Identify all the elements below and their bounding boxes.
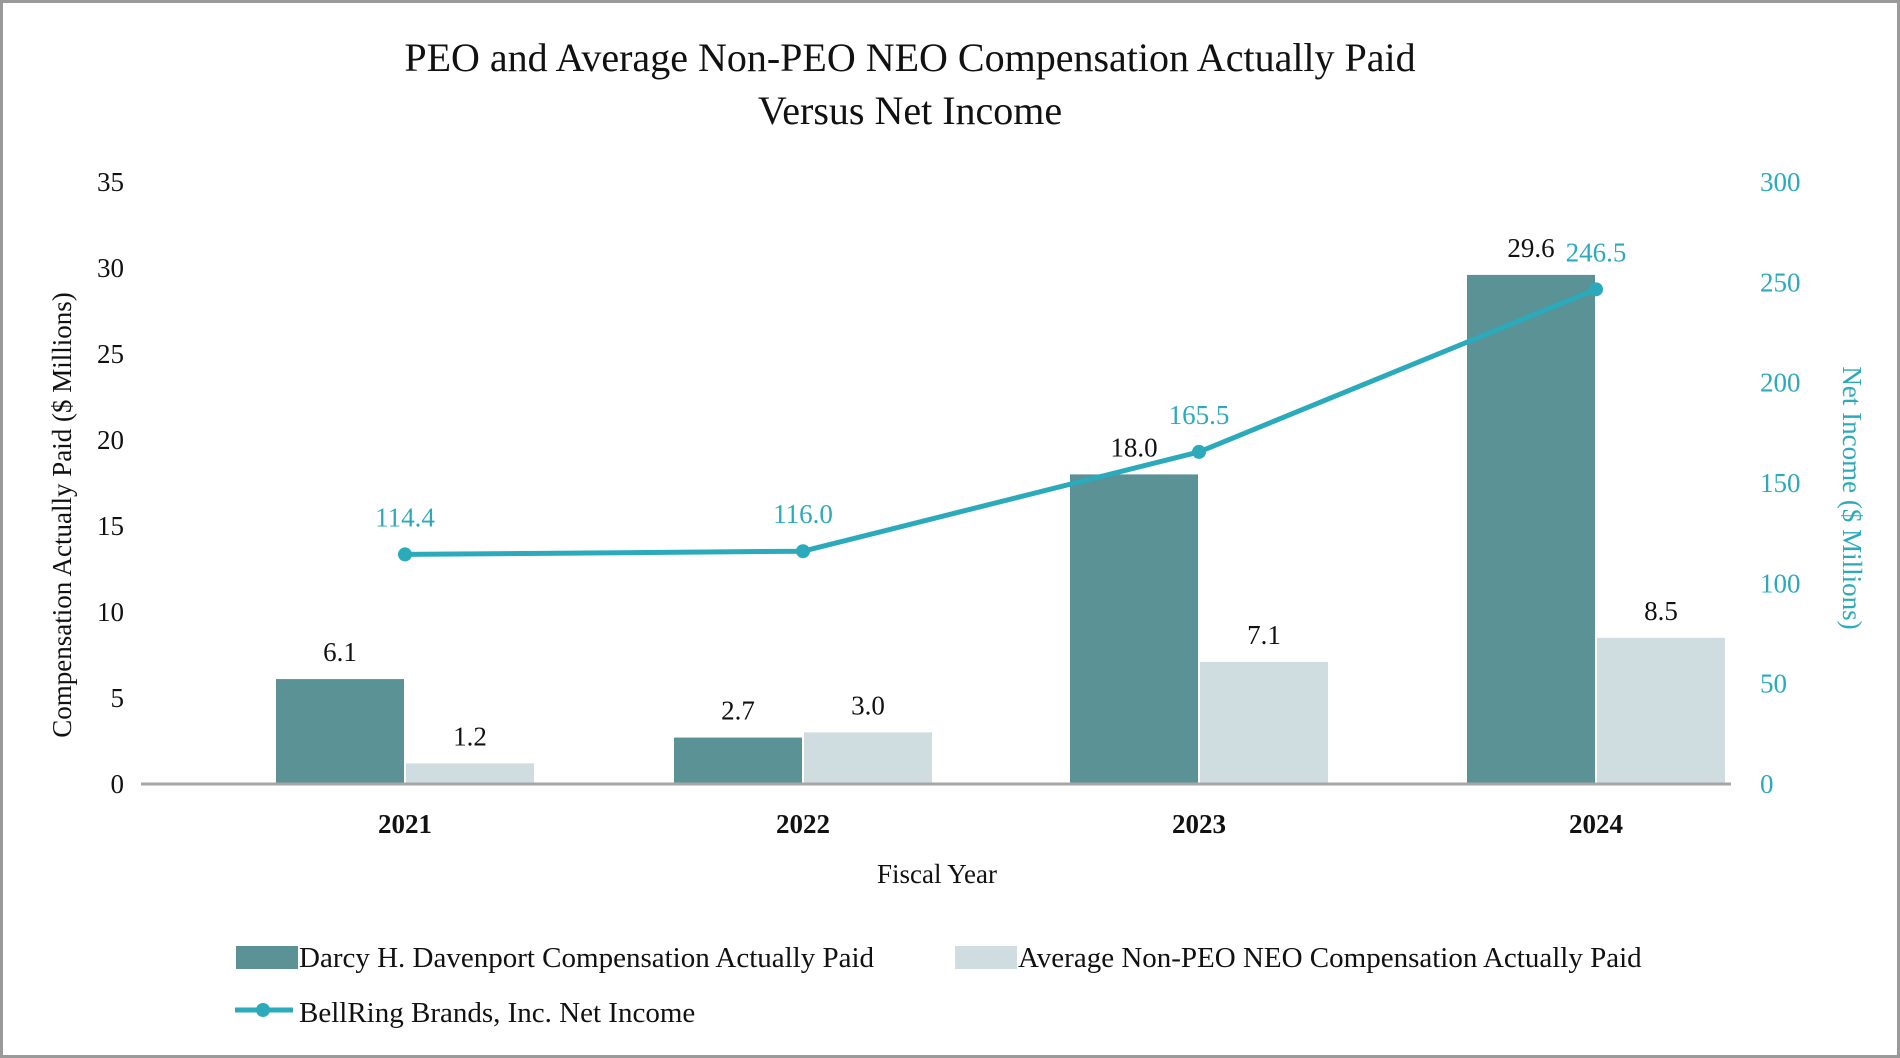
y-tick-label-2: 10 bbox=[97, 597, 124, 627]
chart-title-line-1: PEO and Average Non-PEO NEO Compensation… bbox=[404, 35, 1415, 80]
x-tick-label-2021: 2021 bbox=[378, 809, 432, 839]
y2-tick-label-2: 100 bbox=[1760, 568, 1801, 598]
legend-marker-net-income bbox=[256, 1003, 270, 1017]
x-axis-title: Fiscal Year bbox=[877, 859, 997, 889]
bar-peo-2024 bbox=[1467, 274, 1595, 784]
x-tick-label-2022: 2022 bbox=[776, 809, 830, 839]
bar-label-non-peo-2024: 8.5 bbox=[1644, 596, 1678, 626]
net-income-label-2024: 246.5 bbox=[1566, 237, 1627, 267]
net-income-label-2021: 114.4 bbox=[375, 502, 435, 532]
y-tick-label-0: 0 bbox=[111, 769, 125, 799]
net-income-line bbox=[404, 287, 1597, 557]
y-tick-label-6: 30 bbox=[97, 253, 124, 283]
x-axis-ticks: 2021 2022 2023 2024 bbox=[378, 809, 1623, 839]
chart-title-line-2: Versus Net Income bbox=[758, 88, 1062, 133]
net-income-point-2023 bbox=[1192, 444, 1206, 459]
y-axis-title: Compensation Actually Paid ($ Millions) bbox=[47, 292, 77, 737]
bar-label-peo-2021: 6.1 bbox=[323, 637, 357, 667]
legend-swatch-peo bbox=[236, 946, 298, 969]
y2-tick-label-4: 200 bbox=[1760, 368, 1801, 398]
bar-non-peo-2022 bbox=[804, 732, 932, 784]
legend-item-net-income[interactable]: BellRing Brands, Inc. Net Income bbox=[235, 997, 695, 1029]
bar-label-non-peo-2023: 7.1 bbox=[1247, 620, 1281, 650]
legend-swatch-non-peo bbox=[955, 946, 1017, 969]
net-income-label-2022: 116.0 bbox=[773, 499, 833, 529]
net-income-point-2022 bbox=[796, 544, 810, 559]
y2-tick-label-1: 50 bbox=[1760, 669, 1787, 699]
bar-non-peo-2021 bbox=[406, 763, 534, 784]
y2-tick-label-5: 250 bbox=[1760, 267, 1801, 297]
y-tick-label-4: 20 bbox=[97, 425, 124, 455]
legend-label-peo: Darcy H. Davenport Compensation Actually… bbox=[299, 942, 875, 974]
y-tick-label-7: 35 bbox=[97, 167, 124, 197]
bar-peo-2022 bbox=[674, 737, 802, 784]
bar-label-peo-2024: 29.6 bbox=[1507, 233, 1554, 263]
bar-series bbox=[276, 274, 1725, 784]
y2-axis-ticks: 0 50 100 150 200 250 300 bbox=[1760, 167, 1801, 799]
y2-tick-label-0: 0 bbox=[1760, 769, 1774, 799]
bar-peo-2023 bbox=[1070, 474, 1198, 784]
y-tick-label-1: 5 bbox=[111, 683, 125, 713]
y-tick-label-3: 15 bbox=[97, 511, 124, 541]
y2-axis-title: Net Income ($ Millions) bbox=[1837, 366, 1867, 629]
y2-tick-label-6: 300 bbox=[1760, 167, 1801, 197]
bar-non-peo-2023 bbox=[1200, 661, 1328, 784]
bar-label-non-peo-2022: 3.0 bbox=[851, 690, 885, 720]
bar-label-peo-2023: 18.0 bbox=[1110, 432, 1157, 462]
net-income-point-2024 bbox=[1589, 282, 1603, 297]
bar-label-peo-2022: 2.7 bbox=[721, 696, 755, 726]
legend: Darcy H. Davenport Compensation Actually… bbox=[235, 942, 1642, 1029]
bar-data-labels: 6.1 2.7 18.0 29.6 1.2 3.0 7.1 8.5 bbox=[323, 233, 1678, 751]
legend-item-peo[interactable]: Darcy H. Davenport Compensation Actually… bbox=[236, 942, 875, 974]
bar-non-peo-2024 bbox=[1597, 637, 1725, 784]
x-tick-label-2024: 2024 bbox=[1569, 809, 1623, 839]
y-axis-ticks: 0 5 10 15 20 25 30 35 bbox=[97, 167, 124, 799]
net-income-label-2023: 165.5 bbox=[1169, 400, 1230, 430]
bar-peo-2021 bbox=[276, 679, 404, 784]
line-series: 114.4 116.0 165.5 246.5 bbox=[375, 237, 1627, 562]
legend-label-non-peo: Average Non-PEO NEO Compensation Actuall… bbox=[1018, 942, 1642, 974]
legend-label-net-income: BellRing Brands, Inc. Net Income bbox=[299, 997, 695, 1029]
legend-item-non-peo[interactable]: Average Non-PEO NEO Compensation Actuall… bbox=[955, 942, 1642, 974]
net-income-point-2021 bbox=[398, 547, 412, 562]
y2-tick-label-3: 150 bbox=[1760, 468, 1801, 498]
x-tick-label-2023: 2023 bbox=[1172, 809, 1226, 839]
chart-svg: PEO and Average Non-PEO NEO Compensation… bbox=[47, 35, 1867, 1029]
bar-label-non-peo-2021: 1.2 bbox=[453, 721, 487, 751]
y-tick-label-5: 25 bbox=[97, 339, 124, 369]
